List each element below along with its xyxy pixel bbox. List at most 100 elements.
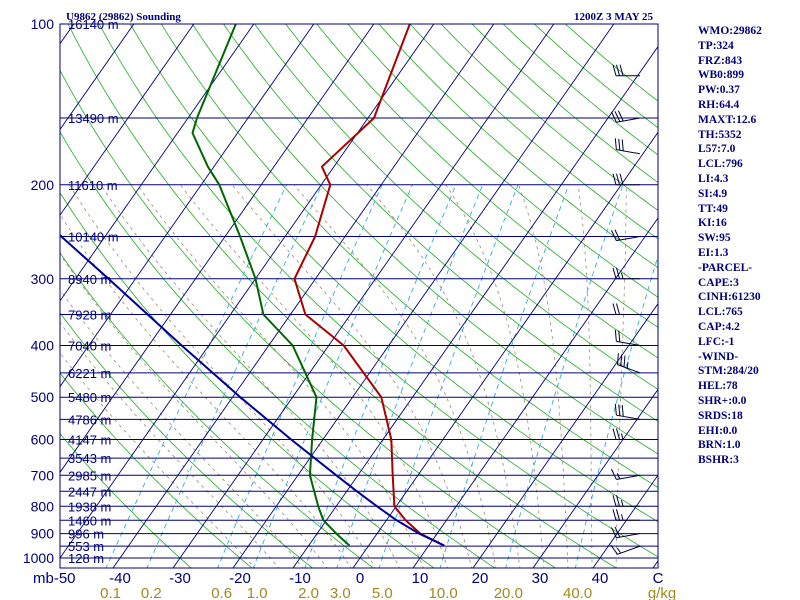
- height-label: 1938 m: [68, 499, 111, 514]
- height-label: 5480 m: [68, 390, 111, 405]
- mixing-ratio-label: 10.0: [429, 585, 458, 600]
- index-item: -WIND-: [698, 350, 739, 363]
- moist-adiabat-line: [366, 184, 521, 568]
- pressure-tick-label: 100: [31, 16, 55, 32]
- wind-barb: [611, 229, 641, 242]
- index-item: L57:7.0: [698, 143, 736, 156]
- index-item: WB0:899: [698, 69, 744, 82]
- dry-adiabat-line: [223, 24, 658, 422]
- index-item: MAXT:12.6: [698, 113, 757, 126]
- isotherm-line: [172, 24, 555, 568]
- station-title: U9862 (29862) Sounding: [66, 11, 181, 23]
- isotherm-line: [60, 24, 375, 474]
- mixing-ratio-label: 20.0: [494, 585, 523, 600]
- pressure-tick-label: 500: [31, 389, 55, 405]
- dry-adiabat-line: [60, 372, 253, 568]
- wind-barb: [612, 303, 640, 316]
- wind-barb: [612, 267, 640, 280]
- temperature-tick-label: -20: [229, 570, 251, 587]
- isotherm-line: [60, 24, 195, 216]
- dry-adiabat-line: [60, 312, 314, 568]
- height-label: 553 m: [68, 539, 104, 554]
- dry-adiabat-line: [60, 252, 375, 568]
- height-label: 13490 m: [68, 111, 119, 126]
- temperature-tick-label: mb-50: [33, 570, 76, 587]
- temperature-tick-label: 10: [412, 570, 429, 587]
- temperature-tick-label: C: [653, 570, 664, 587]
- mixing-ratio-label: 40.0: [563, 585, 592, 600]
- wind-barb: [616, 353, 641, 374]
- wind-barb: [611, 110, 641, 123]
- mixing-ratio-line: [252, 184, 413, 568]
- index-item: STM:284/20: [698, 365, 759, 378]
- moist-adiabat-line: [518, 184, 569, 568]
- dry-adiabat-line: [60, 69, 557, 568]
- height-label: 4786 m: [68, 412, 111, 427]
- isotherm-line: [0, 0, 31, 580]
- index-item: KI:16: [698, 217, 727, 230]
- mixing-ratio-line: [505, 184, 624, 568]
- index-item: TP:324: [698, 39, 734, 52]
- isotherm-line: [352, 131, 658, 568]
- index-item: CAPE:3: [698, 276, 739, 289]
- moist-adiabat-line: [445, 184, 545, 568]
- dry-adiabat-line: [67, 24, 618, 568]
- dry-adiabat-line: [129, 24, 658, 523]
- height-label: 996 m: [68, 527, 104, 542]
- dry-adiabat-line: [565, 24, 658, 102]
- index-item: BSHR:3: [698, 454, 739, 467]
- wind-barb: [611, 526, 641, 539]
- wind-barb: [614, 403, 641, 420]
- mixing-ratio-label: 0.2: [141, 585, 162, 600]
- temperature-tick-label: 0: [356, 570, 364, 587]
- isotherm-line: [60, 24, 135, 131]
- wind-barb: [612, 495, 640, 507]
- pressure-tick-label: 300: [31, 271, 55, 287]
- index-item: CAP:4.2: [698, 320, 740, 333]
- dewpoint-profile-line: [191, 24, 351, 547]
- index-item: LFC:-1: [698, 335, 735, 348]
- moist-adiabat-line: [60, 253, 328, 568]
- height-label: 2985 m: [68, 468, 111, 483]
- wind-barb: [612, 509, 640, 521]
- height-label: 3543 m: [68, 451, 111, 466]
- index-item: SI:4.9: [698, 187, 728, 200]
- wind-barb: [612, 428, 640, 441]
- wind-barb: [614, 329, 641, 346]
- stability-indices: WMO:29862 TP:324 FRZ:843 WB0:899 PW:0.37 RH:6…: [698, 24, 762, 468]
- index-item: FRZ:843: [698, 54, 743, 67]
- height-label: 7040 m: [68, 339, 111, 354]
- mixing-ratio-line: [336, 184, 484, 568]
- pressure-tick-label: 200: [31, 177, 55, 193]
- mixing-ratio-label: 5.0: [372, 585, 393, 600]
- valid-time: 1200Z 3 MAY 25: [574, 11, 653, 23]
- index-item: LCL:796: [698, 158, 743, 171]
- index-item: LI:4.3: [698, 172, 729, 185]
- index-item: TT:49: [698, 202, 728, 215]
- index-item: BRN:1.0: [698, 439, 741, 452]
- mixing-ratio-label: 0.1: [100, 585, 121, 600]
- moist-adiabat-line: [60, 213, 352, 568]
- mixing-ratio-line: [439, 184, 570, 568]
- index-item: SW:95: [698, 232, 731, 245]
- pressure-tick-label: 1000: [23, 550, 54, 566]
- height-label: 6221 m: [68, 366, 111, 381]
- isotherm-line: [412, 217, 658, 568]
- mixing-ratio-label: 0.6: [211, 585, 232, 600]
- height-label: 1460 m: [68, 513, 111, 528]
- dry-adiabat-line: [378, 24, 658, 269]
- mixing-ratio-label: 2.0: [298, 585, 319, 600]
- height-label: 16140 m: [68, 17, 119, 32]
- index-item: TH:5352: [698, 128, 742, 141]
- index-item: WMO:29862: [698, 25, 762, 37]
- isotherm-line: [592, 474, 658, 568]
- wind-barb: [610, 544, 641, 555]
- sounding-profiles: [60, 24, 445, 547]
- plot-frame: [59, 23, 659, 569]
- wind-barb: [612, 64, 640, 77]
- dry-adiabat-line: [316, 24, 658, 328]
- isotherm-line: [232, 24, 615, 568]
- wind-barb: [614, 138, 641, 155]
- index-item: LCL:765: [698, 306, 743, 319]
